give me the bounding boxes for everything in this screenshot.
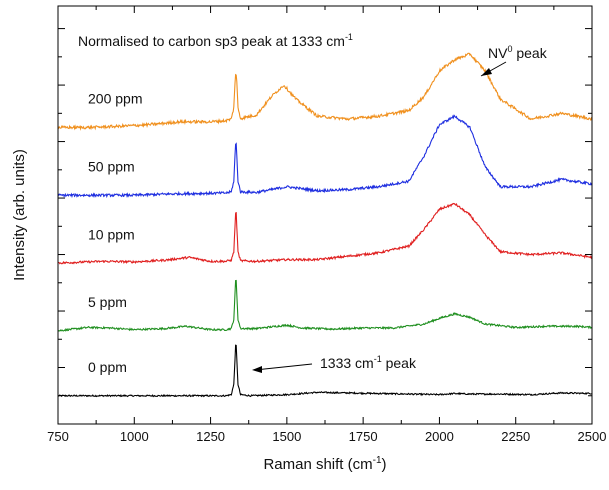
plot-frame xyxy=(57,5,593,425)
x-tick-label: 1500 xyxy=(272,429,301,444)
series-label-10-ppm: 10 ppm xyxy=(88,226,135,242)
y-axis-label: Intensity (arb. units) xyxy=(11,149,28,281)
nv0-peak-label: NV0 peak xyxy=(488,44,548,61)
x-tick-label: 1250 xyxy=(196,429,225,444)
series-label-200-ppm: 200 ppm xyxy=(88,91,142,107)
x-tick-label: 1000 xyxy=(120,429,149,444)
series-layer xyxy=(57,52,593,398)
x-tick-label: 750 xyxy=(47,429,69,444)
nv0-arrow-head xyxy=(481,68,492,76)
series-line-10-ppm xyxy=(57,202,593,265)
sp3-peak-label: 1333 cm-1 peak xyxy=(320,354,417,371)
series-label-0-ppm: 0 ppm xyxy=(88,359,127,375)
sp3-arrow-head xyxy=(252,366,262,373)
series-line-50-ppm xyxy=(57,114,593,199)
tick-layer: 750 1000 1250 1500 1750 2000 2250 2500 xyxy=(47,6,606,444)
series-line-0-ppm xyxy=(57,344,593,398)
x-tick-label: 2500 xyxy=(578,429,607,444)
series-line-200-ppm xyxy=(57,52,593,131)
x-tick-label: 2250 xyxy=(501,429,530,444)
x-tick-label: 1750 xyxy=(349,429,378,444)
normalisation-note: Normalised to carbon sp3 peak at 1333 cm… xyxy=(78,32,353,49)
x-axis-label: Raman shift (cm-1) xyxy=(263,455,386,473)
label-layer: Raman shift (cm-1) Intensity (arb. units)… xyxy=(11,32,548,473)
series-label-50-ppm: 50 ppm xyxy=(88,159,135,175)
series-line-5-ppm xyxy=(57,279,593,332)
x-tick-label: 2000 xyxy=(425,429,454,444)
sp3-arrow-line xyxy=(254,363,313,371)
series-label-5-ppm: 5 ppm xyxy=(88,294,127,310)
